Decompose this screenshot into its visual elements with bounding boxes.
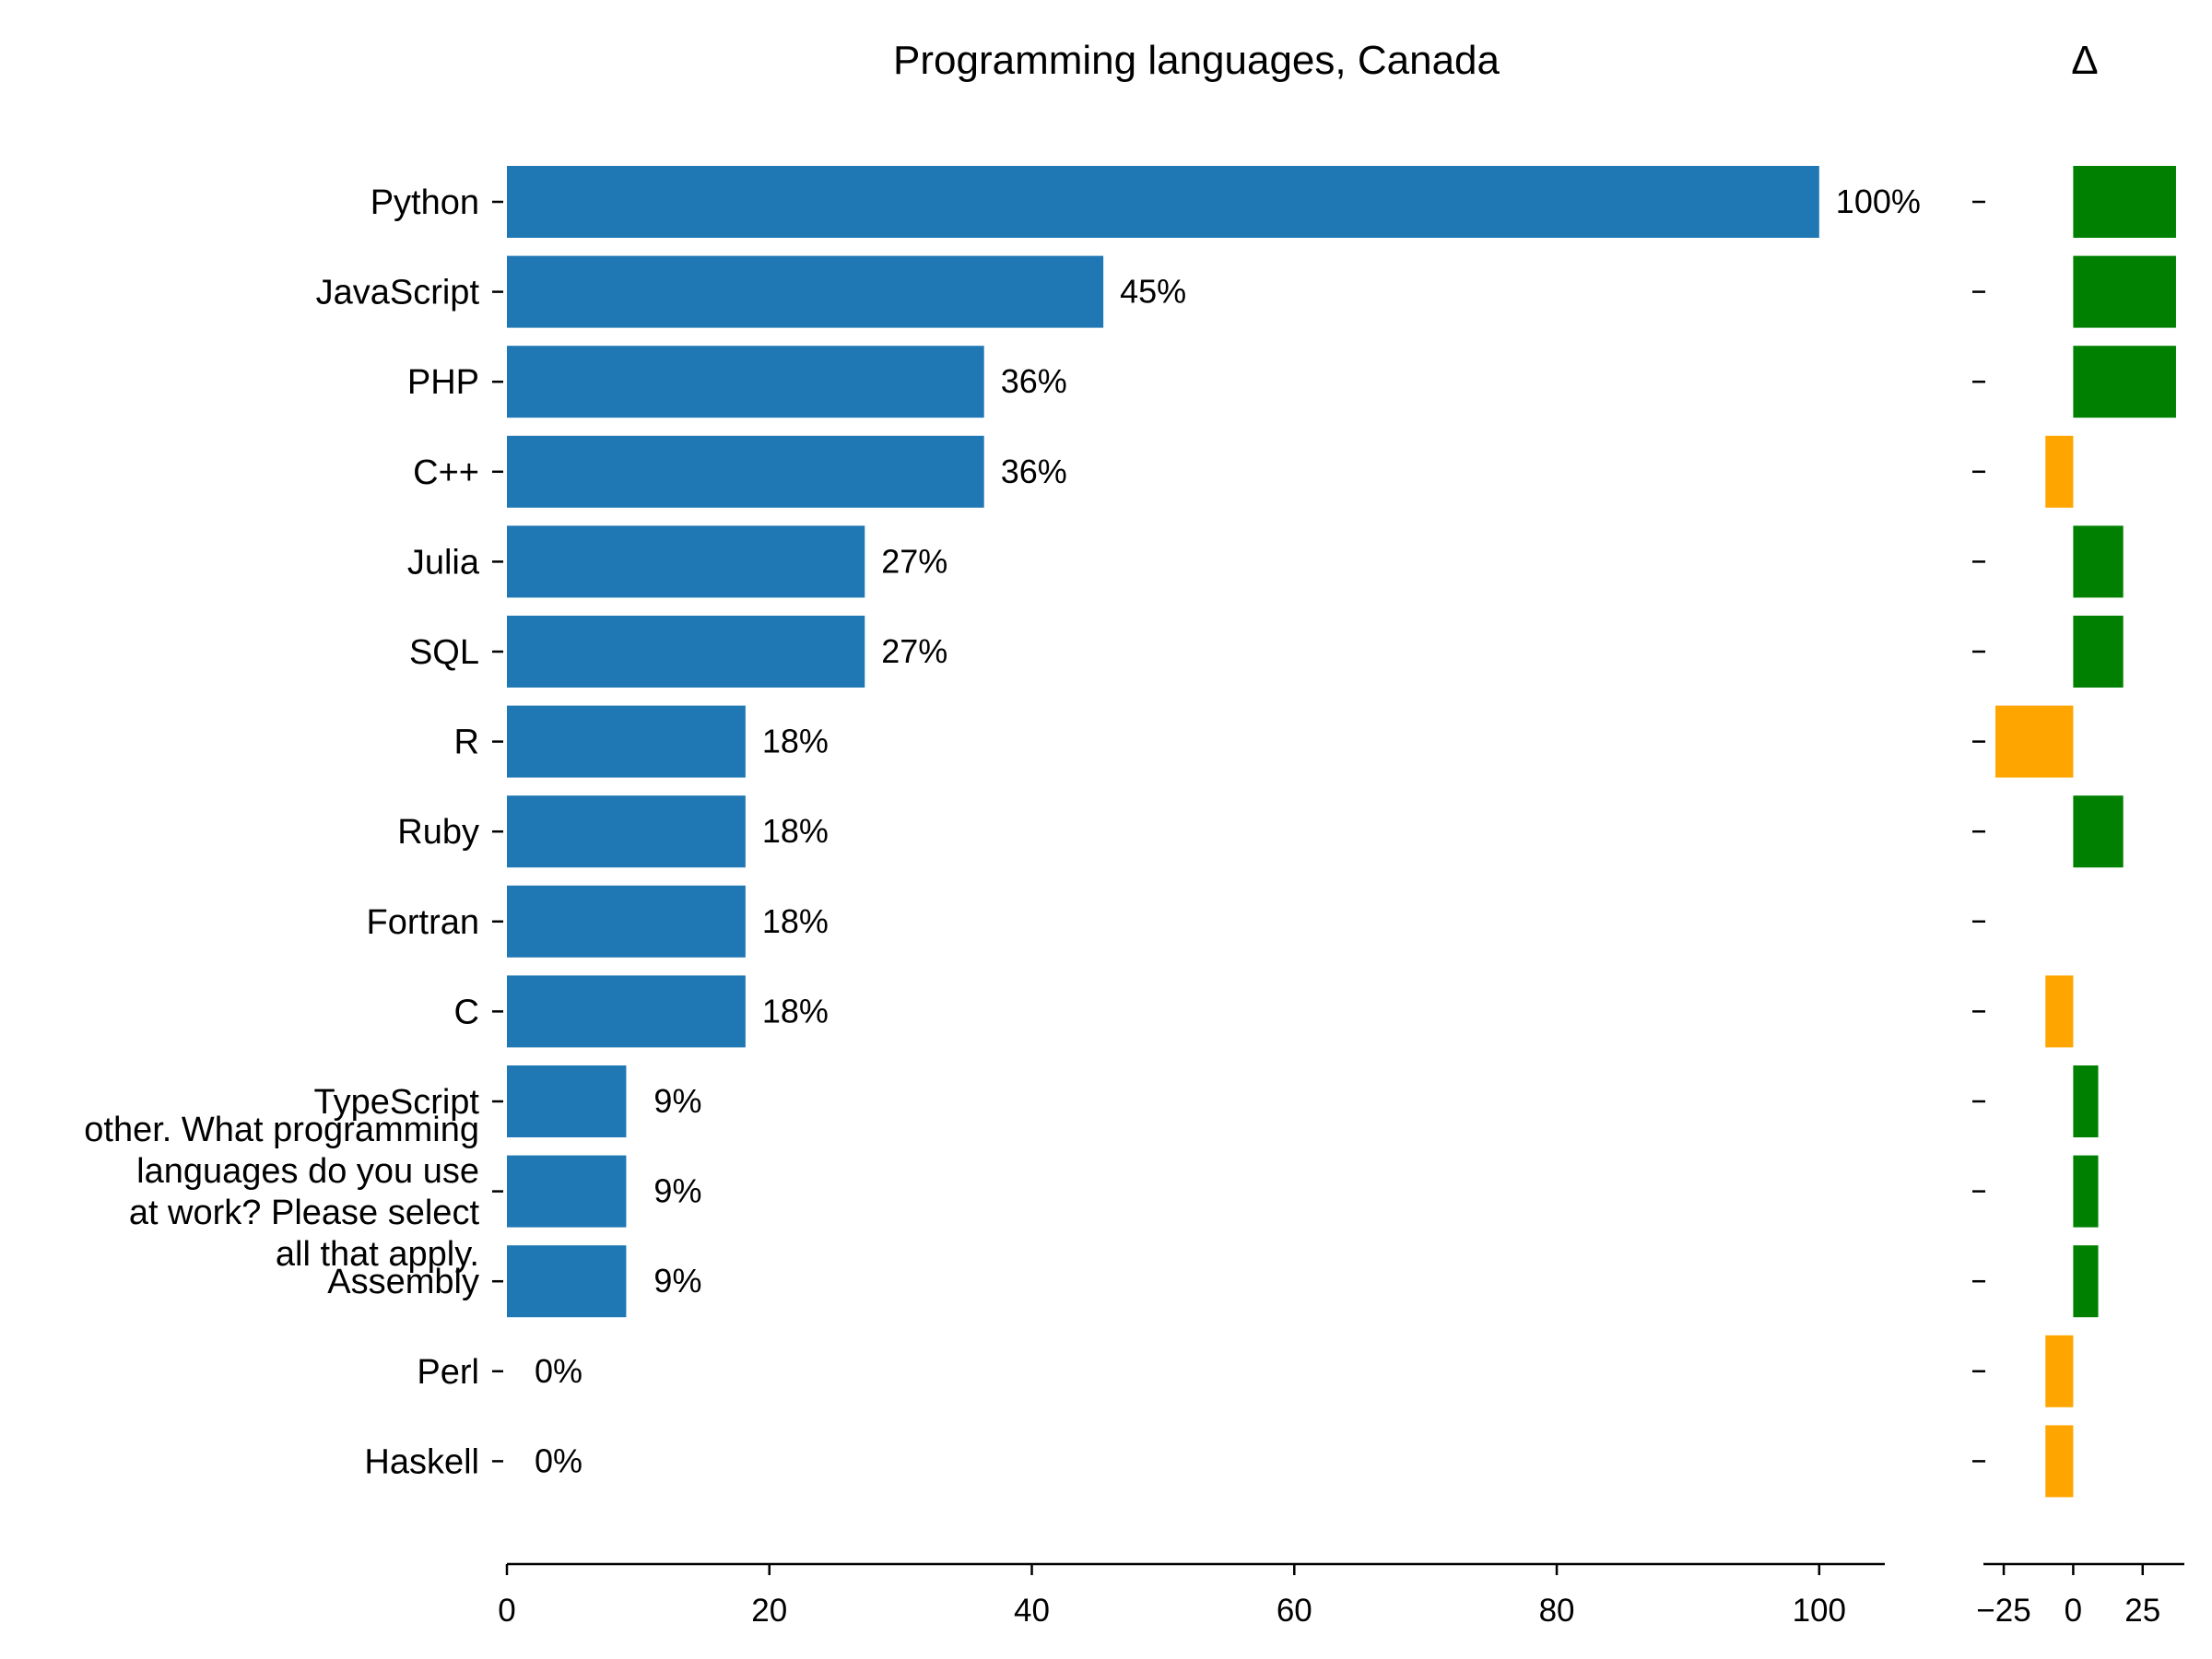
- delta-bar: [2045, 435, 2074, 508]
- category-label: R: [454, 724, 479, 762]
- bar: [507, 616, 865, 688]
- delta-bar: [2073, 166, 2176, 238]
- delta-bar: [1995, 705, 2074, 778]
- category-label: Python: [371, 183, 479, 222]
- chart-title: Programming languages, Canada: [893, 38, 1500, 83]
- bar: [507, 795, 746, 868]
- delta-bar: [2045, 1335, 2074, 1407]
- data-label: 18%: [762, 812, 829, 850]
- x-tick-label: 100: [1793, 1593, 1846, 1629]
- data-label: 18%: [762, 992, 829, 1030]
- category-label: Perl: [417, 1353, 479, 1392]
- data-label: 100%: [1836, 182, 1921, 220]
- x-tick-label: 80: [1539, 1593, 1575, 1629]
- category-label: Julia: [407, 543, 480, 582]
- category-label-line: languages do you use: [136, 1152, 479, 1191]
- delta-x-tick-label: 25: [2124, 1593, 2160, 1629]
- x-tick-label: 40: [1014, 1593, 1050, 1629]
- bar: [507, 346, 984, 418]
- category-label: Ruby: [397, 813, 479, 852]
- category-label: Assembly: [327, 1263, 479, 1301]
- data-label: 18%: [762, 902, 829, 940]
- category-label: C: [454, 993, 479, 1031]
- bar: [507, 255, 1104, 328]
- category-label-line: all that apply.: [276, 1235, 479, 1274]
- category-label: JavaScript: [316, 274, 480, 312]
- category-label: TypeScript: [313, 1083, 479, 1122]
- delta-bar: [2073, 346, 2176, 418]
- delta-bar: [2073, 616, 2124, 688]
- delta-bar: [2073, 255, 2176, 328]
- data-label: 36%: [1001, 362, 1067, 400]
- category-label-line: other. What programming: [84, 1111, 479, 1149]
- category-label-line: at work? Please select: [129, 1194, 480, 1232]
- data-label: 27%: [881, 542, 947, 580]
- data-label: 9%: [653, 1262, 701, 1300]
- data-label: 9%: [653, 1172, 701, 1210]
- bar: [507, 1155, 627, 1228]
- delta-bar: [2073, 1245, 2099, 1318]
- x-tick-label: 0: [498, 1593, 515, 1629]
- bar: [507, 525, 865, 598]
- delta-bar: [2073, 1155, 2099, 1228]
- delta-x-tick-label: −25: [1976, 1593, 2030, 1629]
- category-label: SQL: [409, 633, 479, 672]
- category-label: Fortran: [367, 903, 479, 942]
- delta-panel-title: Δ: [2071, 38, 2098, 83]
- delta-bar: [2073, 1065, 2099, 1137]
- bar: [507, 705, 746, 778]
- data-label: 9%: [653, 1082, 701, 1120]
- bar: [507, 166, 1819, 238]
- bar: [507, 435, 984, 508]
- x-tick-label: 20: [751, 1593, 787, 1629]
- main-bar-panel: Python 100% JavaScript 45% PHP 36% C++ 36% Julia…: [84, 166, 1921, 1629]
- data-label: 18%: [762, 723, 829, 760]
- data-label: 45%: [1120, 273, 1186, 311]
- data-label: 0%: [535, 1352, 582, 1390]
- delta-bar: [2045, 1425, 2074, 1498]
- delta-bar: [2073, 525, 2124, 598]
- delta-x-tick-label: 0: [2065, 1593, 2082, 1629]
- category-label: C++: [413, 453, 479, 492]
- category-label: Haskell: [364, 1442, 479, 1481]
- data-label: 36%: [1001, 453, 1067, 490]
- category-label: PHP: [407, 363, 479, 402]
- bar: [507, 975, 746, 1048]
- delta-bar: [2045, 975, 2074, 1048]
- bar: [507, 1245, 627, 1318]
- delta-bar: [2073, 795, 2124, 868]
- bar: [507, 885, 746, 958]
- delta-bar-panel: −25 0 25: [1972, 166, 2184, 1629]
- data-label: 0%: [535, 1441, 582, 1479]
- bar: [507, 1065, 627, 1137]
- x-tick-label: 60: [1277, 1593, 1312, 1629]
- data-label: 27%: [881, 632, 947, 670]
